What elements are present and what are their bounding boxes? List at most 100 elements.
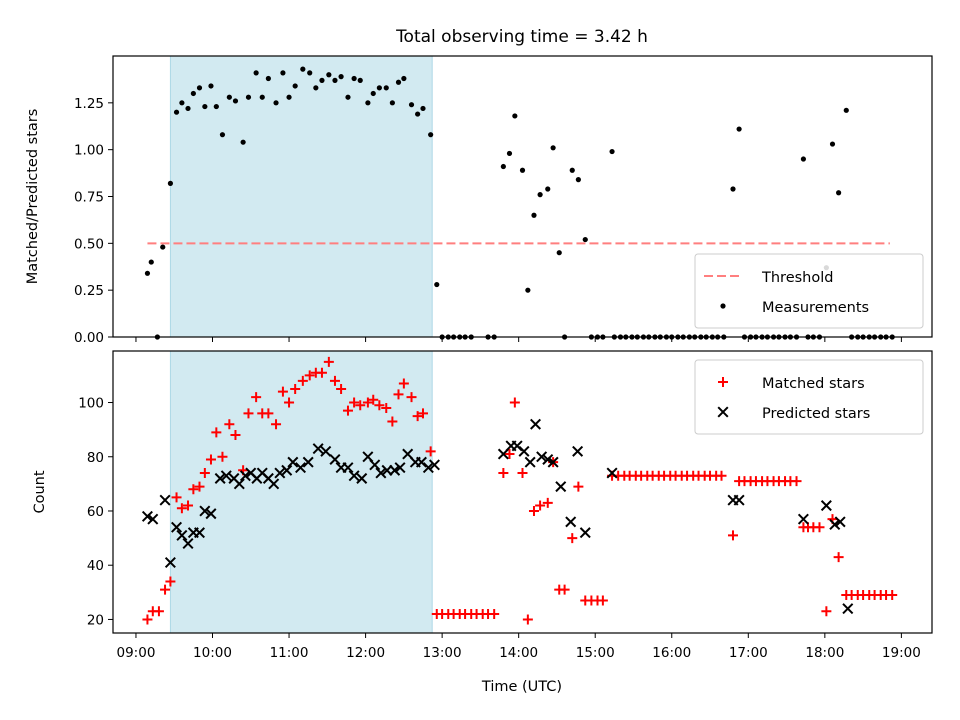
legend-label: Threshold bbox=[761, 270, 833, 286]
matched-star-point bbox=[406, 392, 417, 403]
x-tick-label: 10:00 bbox=[193, 645, 232, 661]
measurement-point bbox=[326, 72, 332, 78]
matched-star-point bbox=[417, 408, 428, 419]
predicted-star-point bbox=[542, 453, 554, 465]
matched-star-point bbox=[833, 552, 844, 563]
measurement-point bbox=[575, 177, 581, 183]
measurement-point bbox=[226, 94, 232, 100]
predicted-star-point bbox=[394, 462, 406, 474]
matched-star-point bbox=[349, 397, 360, 408]
predicted-star-point bbox=[147, 513, 159, 525]
measurement-point bbox=[525, 287, 531, 293]
matched-star-point bbox=[217, 451, 228, 462]
predicted-star-point bbox=[415, 456, 427, 468]
measurement-point bbox=[357, 77, 363, 83]
predicted-star-point bbox=[348, 470, 360, 482]
y-tick-label: 0.00 bbox=[74, 330, 104, 346]
y-tick-label: 60 bbox=[87, 504, 104, 520]
predicted-star-point bbox=[193, 527, 206, 539]
x-tick-label: 11:00 bbox=[270, 645, 309, 661]
legend-box bbox=[694, 253, 924, 329]
legend-swatch bbox=[717, 406, 729, 418]
legend-box bbox=[694, 359, 924, 435]
y-tick-label: 0.25 bbox=[74, 283, 104, 299]
predicted-star-point bbox=[302, 456, 314, 468]
matched-star-point bbox=[176, 503, 187, 514]
measurement-point bbox=[148, 259, 154, 265]
matched-star-point bbox=[791, 476, 802, 487]
measurement-point bbox=[383, 85, 389, 91]
measurement-point bbox=[179, 100, 185, 106]
predicted-star-point bbox=[274, 467, 286, 479]
measurement-point bbox=[545, 186, 551, 192]
predicted-star-point bbox=[141, 510, 153, 522]
predicted-star-point bbox=[176, 529, 188, 541]
matched-star-point bbox=[304, 370, 315, 381]
measurement-point bbox=[351, 75, 357, 82]
measurement-point bbox=[307, 70, 313, 76]
measurement-point bbox=[167, 180, 174, 186]
matched-star-point bbox=[489, 609, 500, 620]
measurement-point bbox=[401, 75, 407, 82]
measurement-point bbox=[273, 100, 279, 106]
predicted-star-point bbox=[239, 470, 251, 482]
predicted-star-point bbox=[287, 456, 299, 468]
measurement-point bbox=[319, 77, 325, 83]
predicted-star-point bbox=[205, 508, 217, 520]
matched-star-point bbox=[387, 416, 398, 427]
predicted-star-point bbox=[281, 464, 293, 476]
y-axis-label: Matched/Predicted stars bbox=[25, 109, 41, 285]
measurement-point bbox=[332, 77, 338, 83]
matched-star-point bbox=[171, 492, 182, 503]
matched-star-point bbox=[194, 481, 205, 492]
x-tick-label: 09:00 bbox=[117, 645, 156, 661]
measurement-point bbox=[208, 83, 214, 89]
measurement-point bbox=[265, 75, 271, 82]
matched-star-point bbox=[814, 522, 825, 533]
matched-star-point bbox=[425, 446, 436, 457]
y-tick-label: 0.50 bbox=[74, 236, 104, 252]
predicted-star-point bbox=[329, 453, 341, 465]
measurement-point bbox=[196, 85, 203, 91]
predicted-star-point bbox=[511, 440, 523, 452]
predicted-star-point bbox=[182, 538, 194, 550]
matched-star-point bbox=[509, 397, 520, 408]
x-tick-label: 19:00 bbox=[882, 645, 921, 661]
matched-star-point bbox=[821, 606, 832, 617]
y-tick-label: 20 bbox=[87, 612, 104, 628]
y-tick-label: 1.00 bbox=[74, 143, 104, 159]
legend-swatch bbox=[718, 377, 728, 387]
measurement-point bbox=[286, 94, 292, 100]
predicted-star-point bbox=[220, 470, 232, 482]
predicted-star-point bbox=[820, 500, 832, 512]
predicted-star-point bbox=[524, 456, 536, 468]
y-tick-label: 0.75 bbox=[74, 190, 104, 206]
measurement-point bbox=[829, 141, 836, 147]
predicted-star-point bbox=[565, 516, 577, 528]
measurement-point bbox=[408, 102, 415, 108]
matched-star-point bbox=[573, 481, 584, 492]
predicted-star-point bbox=[572, 445, 584, 457]
y-tick-label: 100 bbox=[78, 396, 104, 412]
y-tick-label: 40 bbox=[87, 558, 104, 574]
measurement-point bbox=[173, 109, 180, 115]
measurement-point bbox=[259, 94, 265, 100]
matched-star-point bbox=[517, 468, 528, 479]
ratio-panel: 0.00 0.25 0.50 0.75 1.00 1.25 Matched/Predicte… bbox=[25, 55, 933, 346]
legend-label: Predicted stars bbox=[762, 406, 870, 422]
predicted-star-point bbox=[555, 481, 567, 493]
matched-star-point bbox=[716, 470, 727, 481]
predicted-star-point bbox=[320, 445, 332, 457]
predicted-star-point bbox=[171, 521, 183, 533]
predicted-star-point bbox=[733, 494, 745, 506]
predicted-star-point bbox=[829, 519, 841, 531]
measurement-point bbox=[609, 148, 615, 155]
measurement-point bbox=[500, 163, 506, 170]
x-tick-label: 15:00 bbox=[576, 645, 615, 661]
measurement-point bbox=[232, 98, 239, 104]
matched-star-point bbox=[559, 584, 570, 595]
measurement-point bbox=[506, 150, 513, 157]
matched-star-point bbox=[342, 405, 353, 416]
predicted-star-point bbox=[356, 472, 368, 484]
matched-star-point bbox=[498, 468, 509, 479]
